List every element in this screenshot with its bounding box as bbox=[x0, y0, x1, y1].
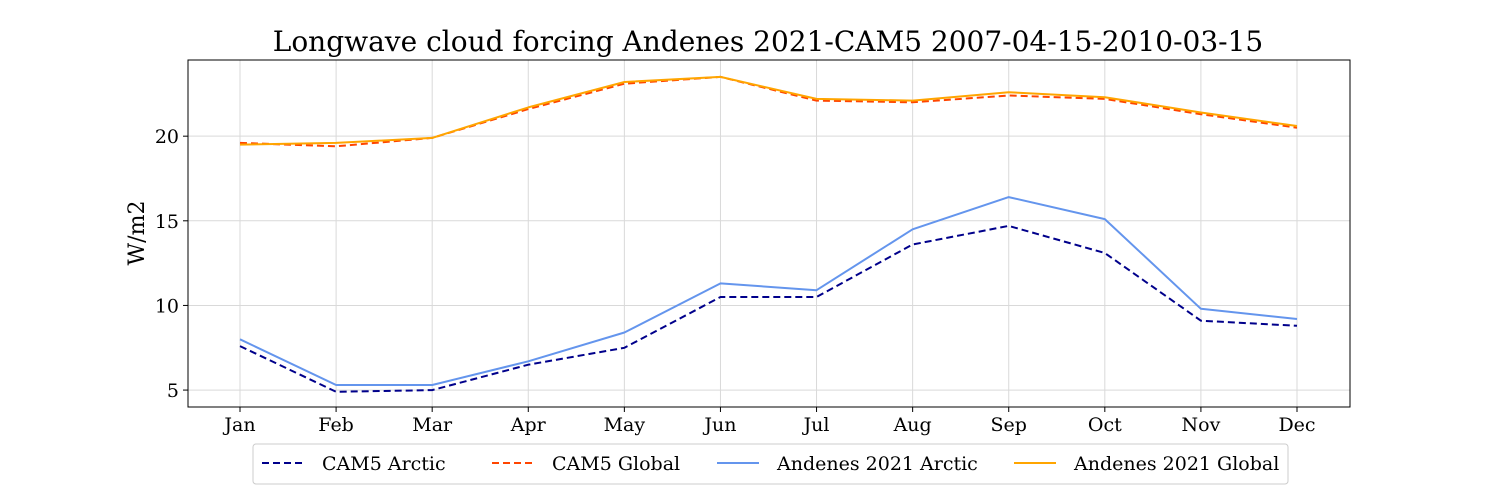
series-line-andenes-2021-global bbox=[239, 75, 1298, 146]
x-tick-label: Jul bbox=[802, 414, 830, 436]
legend-label: Andenes 2021 Global bbox=[1073, 453, 1279, 475]
series-line-andenes-2021-arctic bbox=[239, 196, 1298, 386]
tick-layer: Jan Feb Mar Apr May Jun Jul Aug Sep Oct Nov Dec 5 10 1… bbox=[155, 126, 1316, 436]
legend-label: CAM5 Global bbox=[552, 453, 680, 475]
legend-label: Andenes 2021 Arctic bbox=[776, 453, 978, 475]
x-tick-label: May bbox=[604, 414, 646, 436]
x-tick-label: Jun bbox=[702, 414, 736, 436]
series-line-cam5-arctic bbox=[239, 224, 1298, 393]
x-tick-label: Feb bbox=[318, 414, 354, 436]
y-tick-label: 20 bbox=[155, 126, 179, 148]
y-tick-label: 15 bbox=[155, 211, 179, 233]
legend-label: CAM5 Arctic bbox=[322, 453, 446, 475]
chart-title: Longwave cloud forcing Andenes 2021-CAM5… bbox=[273, 25, 1264, 58]
x-tick-label: Oct bbox=[1088, 414, 1122, 436]
y-axis-label: W/m2 bbox=[125, 201, 150, 266]
x-tick-label: Aug bbox=[893, 414, 932, 436]
series-layer bbox=[239, 75, 1298, 393]
x-tick-label: Jan bbox=[222, 414, 255, 436]
legend-frame bbox=[252, 443, 1289, 485]
x-tick-label: Sep bbox=[991, 414, 1027, 436]
grid-layer bbox=[188, 60, 1350, 407]
x-tick-label: Apr bbox=[510, 414, 547, 436]
plot-area-frame bbox=[187, 59, 1351, 408]
y-tick-label: 10 bbox=[155, 295, 179, 317]
x-tick-label: Nov bbox=[1182, 414, 1221, 436]
x-tick-label: Dec bbox=[1278, 414, 1315, 436]
legend: CAM5 Arctic CAM5 Global Andenes 2021 Arcti… bbox=[252, 443, 1289, 485]
x-tick-label: Mar bbox=[412, 414, 453, 436]
y-tick-label: 5 bbox=[167, 380, 179, 402]
